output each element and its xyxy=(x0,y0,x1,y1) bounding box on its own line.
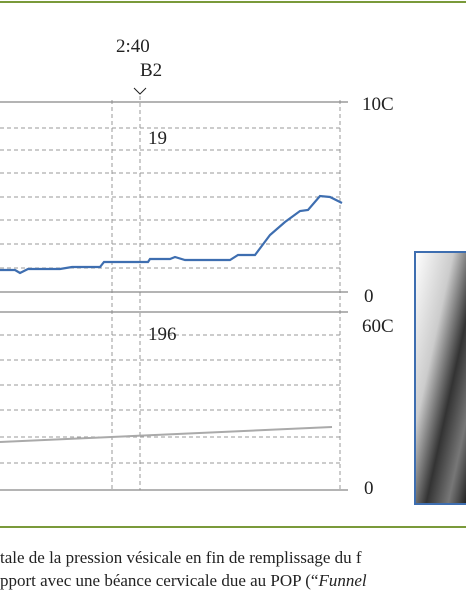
frame xyxy=(0,101,348,491)
marker-caret xyxy=(133,87,147,95)
marker-time: 2:40 xyxy=(116,36,150,57)
marker-code: B2 xyxy=(140,60,162,81)
scale-label: 60C xyxy=(362,316,394,337)
volume-trace xyxy=(0,426,333,443)
panel-value: 19 xyxy=(148,128,167,149)
caption-text: pport avec une béance cervicale due au P… xyxy=(0,571,319,590)
scale-label: 0 xyxy=(364,478,374,499)
ultrasound-image xyxy=(414,251,466,505)
grid xyxy=(0,96,341,490)
caption-line: tale de la pression vésicale en fin de r… xyxy=(0,548,362,567)
scale-label: 0 xyxy=(364,286,374,307)
caption-italic: Funnel xyxy=(318,571,367,590)
pressure-trace xyxy=(0,194,343,275)
scale-label: 10C xyxy=(362,94,394,115)
caption-line: pport avec une béance cervicale due au P… xyxy=(0,571,367,591)
panel-value: 196 xyxy=(148,324,177,345)
